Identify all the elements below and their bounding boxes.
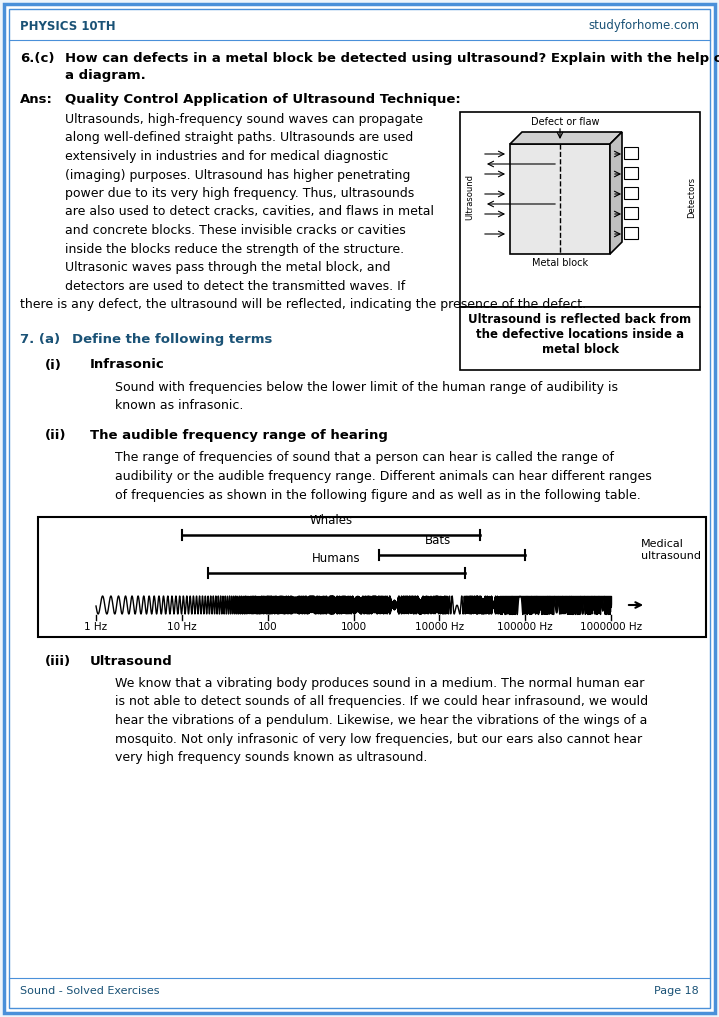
Text: Bats: Bats [424, 534, 451, 547]
Text: extensively in industries and for medical diagnostic: extensively in industries and for medica… [65, 149, 388, 163]
FancyBboxPatch shape [9, 9, 710, 1008]
FancyBboxPatch shape [38, 517, 706, 637]
Text: 6.(c): 6.(c) [20, 52, 55, 65]
FancyBboxPatch shape [460, 112, 700, 307]
Text: (imaging) purposes. Ultrasound has higher penetrating: (imaging) purposes. Ultrasound has highe… [65, 169, 411, 181]
Text: The audible frequency range of hearing: The audible frequency range of hearing [90, 429, 388, 442]
Text: Ultrasound: Ultrasound [90, 655, 173, 668]
Text: Ans:: Ans: [20, 93, 53, 106]
Text: We know that a vibrating body produces sound in a medium. The normal human ear: We know that a vibrating body produces s… [115, 677, 644, 690]
Text: detectors are used to detect the transmitted waves. If: detectors are used to detect the transmi… [65, 280, 406, 293]
FancyBboxPatch shape [624, 207, 638, 219]
Text: audibility or the audible frequency range. Different animals can hear different : audibility or the audible frequency rang… [115, 470, 651, 483]
Text: studyforhome.com: studyforhome.com [588, 19, 699, 33]
Text: known as infrasonic.: known as infrasonic. [115, 399, 243, 412]
Text: Sound - Solved Exercises: Sound - Solved Exercises [20, 986, 160, 996]
FancyBboxPatch shape [460, 307, 700, 370]
Text: 1 Hz: 1 Hz [84, 622, 108, 632]
Text: there is any defect, the ultrasound will be reflected, indicating the presence o: there is any defect, the ultrasound will… [20, 298, 586, 311]
Text: and concrete blocks. These invisible cracks or cavities: and concrete blocks. These invisible cra… [65, 224, 406, 237]
Text: Whales: Whales [309, 514, 352, 527]
FancyBboxPatch shape [624, 147, 638, 159]
Text: Metal block: Metal block [532, 258, 588, 268]
FancyBboxPatch shape [624, 227, 638, 239]
Text: Quality Control Application of Ultrasound Technique:: Quality Control Application of Ultrasoun… [65, 93, 461, 106]
Text: Defect or flaw: Defect or flaw [531, 117, 599, 127]
Text: Infrasonic: Infrasonic [90, 359, 165, 371]
FancyBboxPatch shape [4, 4, 715, 1013]
Text: Page 18: Page 18 [654, 986, 699, 996]
Text: How can defects in a metal block be detected using ultrasound? Explain with the : How can defects in a metal block be dete… [65, 52, 719, 65]
Text: 100000 Hz: 100000 Hz [498, 622, 553, 632]
Text: Sound with frequencies below the lower limit of the human range of audibility is: Sound with frequencies below the lower l… [115, 380, 618, 394]
Text: Humans: Humans [312, 552, 361, 565]
Text: 1000: 1000 [340, 622, 367, 632]
Text: Ultrasounds, high-frequency sound waves can propagate: Ultrasounds, high-frequency sound waves … [65, 113, 423, 126]
Text: Ultrasonic waves pass through the metal block, and: Ultrasonic waves pass through the metal … [65, 261, 390, 274]
Polygon shape [610, 132, 622, 254]
Text: (iii): (iii) [45, 655, 71, 668]
Text: (i): (i) [45, 359, 62, 371]
Text: inside the blocks reduce the strength of the structure.: inside the blocks reduce the strength of… [65, 242, 404, 255]
Text: 1000000 Hz: 1000000 Hz [580, 622, 642, 632]
Text: (ii): (ii) [45, 429, 66, 442]
Text: power due to its very high frequency. Thus, ultrasounds: power due to its very high frequency. Th… [65, 187, 414, 200]
FancyBboxPatch shape [624, 167, 638, 179]
Text: mosquito. Not only infrasonic of very low frequencies, but our ears also cannot : mosquito. Not only infrasonic of very lo… [115, 732, 642, 745]
Polygon shape [510, 144, 610, 254]
Text: 100: 100 [258, 622, 278, 632]
Text: of frequencies as shown in the following figure and as well as in the following : of frequencies as shown in the following… [115, 488, 641, 501]
Text: Ultrasound: Ultrasound [465, 174, 475, 220]
Text: very high frequency sounds known as ultrasound.: very high frequency sounds known as ultr… [115, 751, 427, 764]
Text: 7. (a): 7. (a) [20, 333, 60, 346]
Text: PHYSICS 10TH: PHYSICS 10TH [20, 19, 116, 33]
Text: Define the following terms: Define the following terms [72, 333, 273, 346]
Polygon shape [510, 132, 622, 144]
Text: Ultrasound is reflected back from
the defective locations inside a
metal block: Ultrasound is reflected back from the de… [469, 313, 692, 356]
Text: The range of frequencies of sound that a person can hear is called the range of: The range of frequencies of sound that a… [115, 452, 614, 465]
Text: are also used to detect cracks, cavities, and flaws in metal: are also used to detect cracks, cavities… [65, 205, 434, 219]
Text: Detectors: Detectors [687, 176, 697, 218]
Text: 10 Hz: 10 Hz [167, 622, 196, 632]
Text: is not able to detect sounds of all frequencies. If we could hear infrasound, we: is not able to detect sounds of all freq… [115, 696, 648, 709]
Text: 10000 Hz: 10000 Hz [415, 622, 464, 632]
Text: hear the vibrations of a pendulum. Likewise, we hear the vibrations of the wings: hear the vibrations of a pendulum. Likew… [115, 714, 647, 727]
Text: along well-defined straight paths. Ultrasounds are used: along well-defined straight paths. Ultra… [65, 131, 413, 144]
Text: Medical
ultrasound: Medical ultrasound [641, 539, 701, 560]
FancyBboxPatch shape [624, 187, 638, 199]
Text: a diagram.: a diagram. [65, 69, 146, 82]
